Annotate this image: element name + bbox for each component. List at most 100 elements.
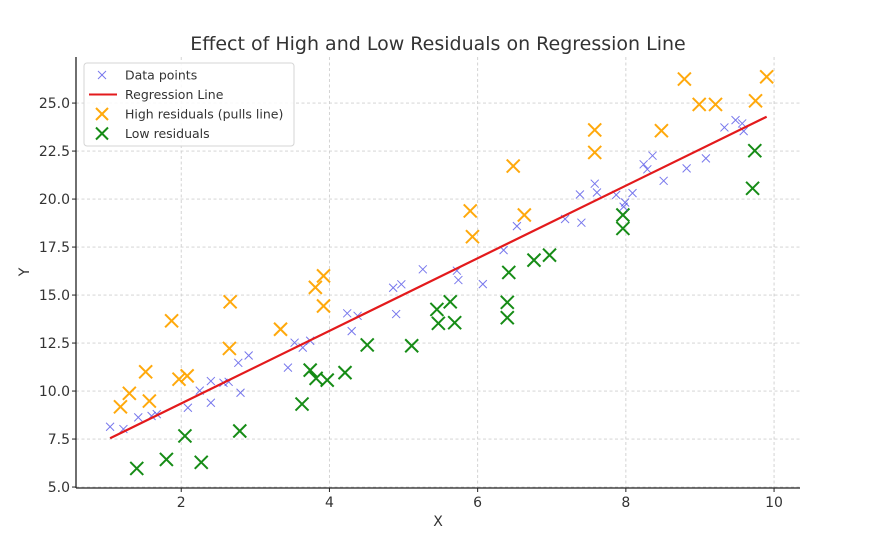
low-residual-point [500,310,515,325]
data-point [639,159,648,169]
x-tick-label: 4 [325,495,334,511]
legend-x-icon [95,126,109,141]
low-residual-point [443,294,458,309]
high-residual-point [122,386,137,401]
data-point [659,176,669,186]
high-residual-point [179,368,195,384]
data-point [648,151,657,161]
high-residual-point [138,364,153,380]
low-residual-point [747,143,763,158]
data-point [720,123,729,132]
data-point [283,363,293,372]
high-residual-point [506,158,521,174]
high-residual-point [308,280,323,295]
y-axis-label: Y [17,267,33,277]
high-residual-point [465,229,480,244]
high-residual-point [222,294,238,309]
y-tick-label: 22.5 [39,144,70,160]
low-residual-point [337,365,353,380]
low-residual-point [501,265,516,280]
legend-label: Regression Line [125,87,224,102]
high-residual-point [677,71,692,87]
legend-item: High residuals (pulls line) [95,107,283,122]
data-point [575,190,585,199]
high-residual-point [587,145,602,160]
low-residual-point [542,247,557,263]
low-residual-point [159,452,174,467]
high-residual-point [171,371,187,387]
data-point [454,275,463,285]
low-residual-point [500,295,515,310]
legend: Data points Regression Line High residuals… [83,62,295,147]
data-point [347,326,357,336]
low-residual-point [194,455,209,470]
data-point [342,308,352,318]
data-point [642,164,652,174]
y-tick-label: 12.5 [39,336,70,352]
low-residual-point [320,372,335,388]
low-residual-point [129,461,144,476]
axes: 2 4 6 8 10 5.0 7.5 10.0 12.5 15.0 17.5 20.0 22.5 25.0 [39,57,800,511]
legend-item: Regression Line [89,87,224,102]
data-points-series [105,115,749,434]
x-tick-label: 6 [473,495,482,511]
y-tick-label: 17.5 [39,240,70,256]
data-point [105,422,115,432]
grid [76,57,800,488]
low-residual-point [526,252,542,268]
data-point [478,279,488,289]
x-tick-label: 2 [177,495,186,511]
data-point [701,154,711,163]
legend-label: High residuals (pulls line) [125,107,283,122]
data-point [590,179,600,189]
legend-item: Low residuals [95,126,210,141]
low-residuals-series [129,143,763,476]
high-residuals-series [113,69,774,414]
legend-label: Data points [125,68,197,83]
low-residual-point [177,428,193,444]
data-point [133,412,143,422]
high-residual-point [759,69,774,84]
low-residual-point [615,221,631,236]
high-residual-point [692,97,707,112]
high-residual-point [222,341,237,356]
high-residual-point [273,322,288,337]
high-residual-point [164,313,179,328]
data-point [620,198,630,207]
low-residual-point [429,302,445,317]
high-residual-point [316,298,331,314]
data-point [628,188,637,198]
y-tick-label: 25.0 [39,96,70,112]
data-point [236,388,245,398]
low-residual-point [360,337,375,353]
low-residual-point [745,181,760,196]
legend-label: Low residuals [125,126,210,141]
data-point [290,338,299,348]
high-residual-point [463,203,478,219]
low-residual-point [302,362,318,378]
y-tick-label: 5.0 [48,480,70,496]
data-point [183,403,193,413]
legend-box [83,62,295,147]
data-point [731,115,740,125]
y-tick-label: 20.0 [39,192,70,208]
data-point [119,424,128,434]
data-point [233,358,243,368]
regression-line-series [109,115,768,440]
data-point [737,119,747,128]
high-residual-point [142,393,157,409]
low-residual-point [232,423,247,439]
high-residual-point [517,207,532,223]
data-point [396,279,406,289]
x-axis-label: X [433,514,443,530]
regression-line [109,115,768,440]
data-point [391,309,401,319]
data-point [206,376,216,386]
data-point [206,398,216,408]
high-residual-point [708,97,723,112]
y-tick-label: 15.0 [39,288,70,304]
data-point [418,264,428,274]
high-residual-point [587,122,602,138]
x-tick-label: 10 [765,495,783,511]
